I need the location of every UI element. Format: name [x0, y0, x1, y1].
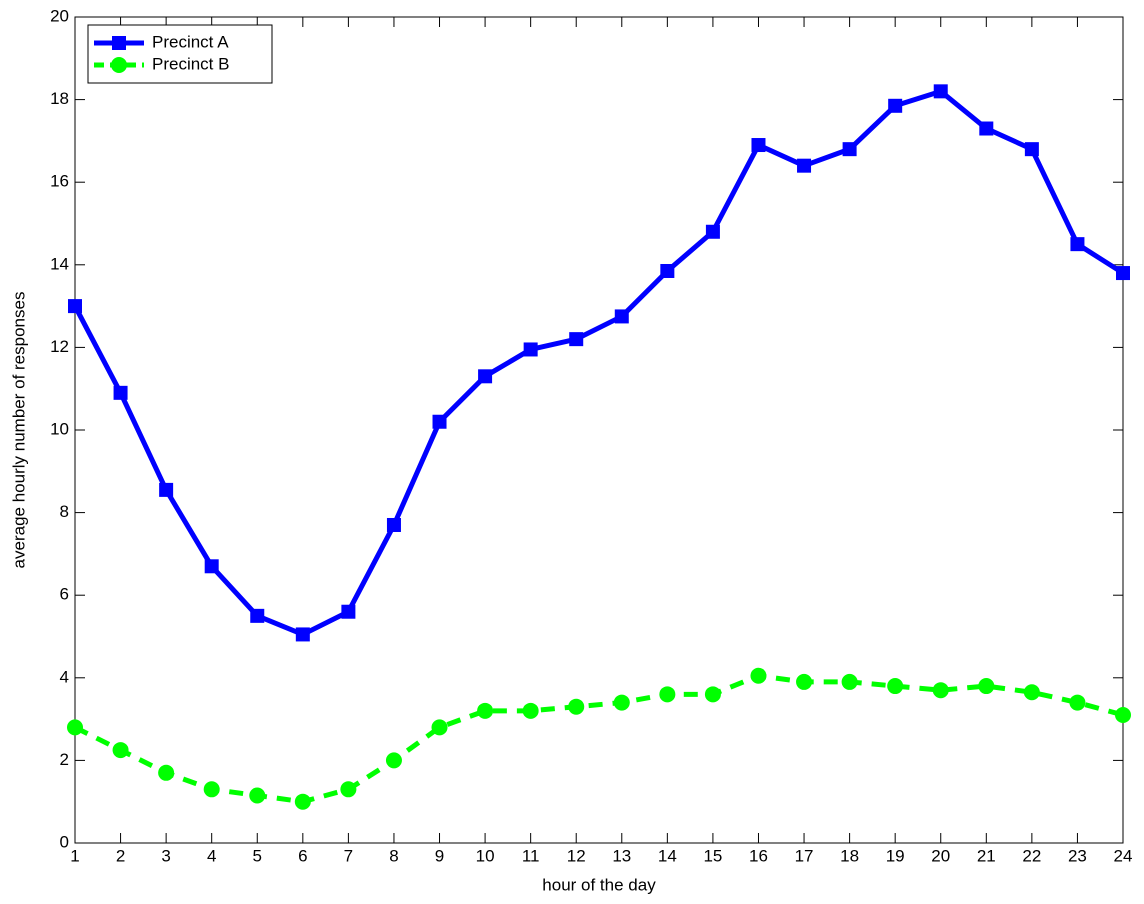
x-tick-label: 13 [612, 846, 631, 865]
x-tick-label: 16 [749, 846, 768, 865]
marker [1070, 237, 1085, 252]
y-tick-label: 16 [50, 172, 69, 191]
marker [704, 686, 721, 703]
marker [888, 98, 903, 113]
marker [614, 309, 629, 324]
marker [249, 787, 266, 804]
marker [1115, 706, 1131, 723]
legend-label: Precinct B [152, 54, 229, 73]
x-tick-label: 10 [476, 846, 495, 865]
x-axis-label: hour of the day [542, 875, 656, 894]
marker [67, 719, 83, 736]
x-tick-label: 18 [840, 846, 859, 865]
marker [432, 414, 447, 429]
marker [112, 742, 129, 759]
x-tick-label: 20 [931, 846, 950, 865]
x-tick-label: 1 [70, 846, 79, 865]
legend-box [87, 24, 273, 84]
marker [705, 224, 720, 239]
marker [569, 332, 584, 347]
marker [295, 627, 310, 642]
x-tick-label: 23 [1068, 846, 1087, 865]
marker [978, 678, 995, 695]
x-tick-label: 4 [207, 846, 216, 865]
marker [340, 781, 357, 798]
x-tick-label: 9 [435, 846, 444, 865]
marker [159, 482, 174, 497]
marker [522, 702, 539, 719]
x-tick-label: 12 [567, 846, 586, 865]
marker [523, 342, 538, 357]
x-tick-label: 14 [658, 846, 677, 865]
y-tick-label: 8 [60, 502, 69, 521]
x-tick-label: 22 [1022, 846, 1041, 865]
y-tick-label: 0 [60, 832, 69, 851]
marker [751, 138, 766, 153]
x-tick-label: 15 [703, 846, 722, 865]
marker [1023, 684, 1040, 701]
marker [341, 604, 356, 619]
y-tick-label: 4 [60, 667, 69, 686]
y-tick-label: 20 [50, 6, 69, 25]
x-tick-label: 19 [886, 846, 905, 865]
y-tick-label: 12 [50, 337, 69, 356]
marker [385, 752, 402, 769]
marker [158, 764, 175, 781]
marker [294, 793, 311, 810]
marker [68, 299, 82, 314]
x-tick-label: 11 [522, 846, 540, 865]
legend-marker [112, 36, 126, 50]
x-tick-label: 17 [795, 846, 814, 865]
x-tick-label: 24 [1114, 846, 1133, 865]
marker [660, 263, 675, 278]
marker [841, 673, 858, 690]
marker [477, 702, 494, 719]
x-tick-label: 21 [977, 846, 996, 865]
marker [613, 694, 630, 711]
marker [1116, 266, 1130, 281]
y-axis-label: average hourly number of responses [9, 292, 28, 569]
marker [568, 698, 585, 715]
marker [204, 559, 219, 574]
marker [113, 385, 128, 400]
x-tick-label: 5 [253, 846, 262, 865]
marker [659, 686, 676, 703]
marker [250, 608, 265, 623]
marker [887, 678, 904, 695]
y-tick-label: 10 [50, 419, 69, 438]
y-tick-label: 6 [60, 585, 69, 604]
marker [386, 517, 401, 532]
marker [933, 84, 948, 99]
marker [797, 158, 812, 173]
marker [431, 719, 448, 736]
marker [203, 781, 220, 798]
marker [796, 673, 813, 690]
x-tick-label: 2 [116, 846, 125, 865]
marker [932, 682, 949, 699]
marker [478, 369, 493, 384]
series-line [72, 88, 1125, 637]
marker [979, 121, 994, 136]
x-tick-label: 8 [389, 846, 398, 865]
legend-marker [111, 57, 127, 73]
marker [1024, 142, 1039, 157]
plot-frame [74, 16, 1124, 844]
marker [750, 667, 767, 684]
marker [842, 142, 857, 157]
y-tick-label: 2 [60, 750, 69, 769]
x-tick-label: 6 [298, 846, 307, 865]
y-tick-label: 14 [50, 254, 69, 273]
y-tick-label: 18 [50, 89, 69, 108]
x-tick-label: 3 [161, 846, 170, 865]
legend-label: Precinct A [152, 32, 229, 51]
marker [1069, 694, 1086, 711]
x-tick-label: 7 [344, 846, 353, 865]
